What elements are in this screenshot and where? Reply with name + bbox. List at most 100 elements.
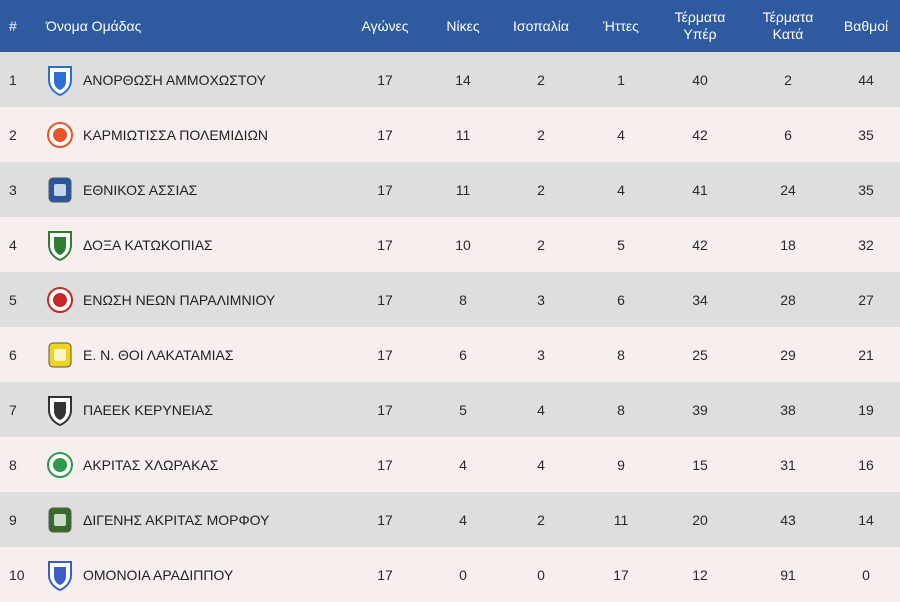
table-row: 4 ΔΟΞΑ ΚΑΤΩΚΟΠΙΑΣ 17 10 2 5 42 18 32 [0, 217, 900, 272]
played-cell: 17 [377, 291, 393, 308]
goals-for-cell: 34 [692, 291, 708, 308]
digenis-crest-icon [46, 504, 74, 536]
team-link[interactable]: ΟΜΟΝΟΙΑ ΑΡΑΔΙΠΠΟΥ [46, 559, 340, 591]
goals-for-cell: 41 [692, 181, 708, 198]
team-link[interactable]: ΕΝΩΣΗ ΝΕΩΝ ΠΑΡΑΛΙΜΝΙΟΥ [46, 284, 340, 316]
thoi-crest-icon [46, 339, 74, 371]
played-cell: 17 [377, 346, 393, 363]
goals-against-cell: 6 [784, 126, 792, 143]
header-goals-against-line2: Κατά [772, 26, 804, 42]
goals-against-cell: 28 [780, 291, 796, 308]
goals-against-cell: 24 [780, 181, 796, 198]
table-row: 2 ΚΑΡΜΙΩΤΙΣΣΑ ΠΟΛΕΜΙΔΙΩΝ 17 11 2 4 42 6 35 [0, 107, 900, 162]
omonia-aradippou-crest-icon [46, 559, 74, 591]
rank-cell: 8 [9, 456, 17, 473]
team-cell: ΠΑΕΕΚ ΚΕΡΥΝΕΙΑΣ [40, 382, 340, 437]
wins-cell: 4 [459, 456, 467, 473]
draws-cell: 3 [537, 291, 545, 308]
draws-cell: 4 [537, 456, 545, 473]
draws-cell: 2 [537, 126, 545, 143]
wins-cell: 5 [459, 401, 467, 418]
goals-against-cell: 43 [780, 511, 796, 528]
losses-cell: 4 [617, 181, 625, 198]
played-cell: 17 [377, 456, 393, 473]
points-cell: 44 [858, 71, 874, 88]
team-link[interactable]: ΔΙΓΕΝΗΣ ΑΚΡΙΤΑΣ ΜΟΡΦΟΥ [46, 504, 340, 536]
rank-cell: 7 [9, 401, 17, 418]
points-cell: 0 [862, 566, 870, 583]
wins-cell: 4 [459, 511, 467, 528]
team-cell: ΑΚΡΙΤΑΣ ΧΛΩΡΑΚΑΣ [40, 437, 340, 492]
rank-cell: 10 [9, 566, 25, 583]
losses-cell: 8 [617, 401, 625, 418]
enp-crest-icon [46, 284, 74, 316]
standings-body: 1 ΑΝΟΡΘΩΣΗ ΑΜΜΟΧΩΣΤΟΥ 17 14 2 1 40 2 44 2 ΚΑΡΜΙΩΤΙ… [0, 52, 900, 602]
team-link[interactable]: ΑΚΡΙΤΑΣ ΧΛΩΡΑΚΑΣ [46, 449, 340, 481]
team-cell: ΕΝΩΣΗ ΝΕΩΝ ΠΑΡΑΛΙΜΝΙΟΥ [40, 272, 340, 327]
team-name: ΔΟΞΑ ΚΑΤΩΚΟΠΙΑΣ [83, 236, 213, 253]
draws-cell: 2 [537, 511, 545, 528]
losses-cell: 5 [617, 236, 625, 253]
team-link[interactable]: ΔΟΞΑ ΚΑΤΩΚΟΠΙΑΣ [46, 229, 340, 261]
losses-cell: 17 [613, 566, 629, 583]
table-row: 8 ΑΚΡΙΤΑΣ ΧΛΩΡΑΚΑΣ 17 4 4 9 15 31 16 [0, 437, 900, 492]
wins-cell: 11 [455, 181, 471, 198]
doxa-crest-icon [46, 229, 74, 261]
goals-against-cell: 29 [780, 346, 796, 363]
team-name: ΔΙΓΕΝΗΣ ΑΚΡΙΤΑΣ ΜΟΡΦΟΥ [83, 511, 270, 528]
table-row: 10 ΟΜΟΝΟΙΑ ΑΡΑΔΙΠΠΟΥ 17 0 0 17 12 91 0 [0, 547, 900, 602]
paeek-crest-icon [46, 394, 74, 426]
team-link[interactable]: ΑΝΟΡΘΩΣΗ ΑΜΜΟΧΩΣΤΟΥ [46, 64, 340, 96]
wins-cell: 8 [459, 291, 467, 308]
anorthosis-crest-icon [46, 64, 74, 96]
points-cell: 14 [858, 511, 874, 528]
played-cell: 17 [377, 236, 393, 253]
played-cell: 17 [377, 181, 393, 198]
goals-for-cell: 25 [692, 346, 708, 363]
points-cell: 19 [858, 401, 874, 418]
header-goals-against: Τέρματα Κατά [744, 0, 832, 52]
wins-cell: 0 [459, 566, 467, 583]
played-cell: 17 [377, 401, 393, 418]
points-cell: 27 [858, 291, 874, 308]
wins-cell: 10 [455, 236, 471, 253]
team-link[interactable]: ΕΘΝΙΚΟΣ ΑΣΣΙΑΣ [46, 174, 340, 206]
header-goals-against-line1: Τέρματα [762, 9, 814, 25]
header-goals-for: Τέρματα Υπέρ [656, 0, 744, 52]
team-link[interactable]: Ε. Ν. ΘΟΙ ΛΑΚΑΤΑΜΙΑΣ [46, 339, 340, 371]
played-cell: 17 [377, 71, 393, 88]
draws-cell: 3 [537, 346, 545, 363]
team-name: ΑΚΡΙΤΑΣ ΧΛΩΡΑΚΑΣ [83, 456, 219, 473]
team-name: ΚΑΡΜΙΩΤΙΣΣΑ ΠΟΛΕΜΙΔΙΩΝ [83, 126, 269, 143]
header-draws: Ισοπαλία [513, 17, 569, 34]
goals-against-cell: 18 [780, 236, 796, 253]
team-name: ΟΜΟΝΟΙΑ ΑΡΑΔΙΠΠΟΥ [83, 566, 234, 583]
played-cell: 17 [377, 126, 393, 143]
rank-cell: 2 [9, 126, 17, 143]
draws-cell: 2 [537, 236, 545, 253]
karmiotissa-crest-icon [46, 119, 74, 151]
rank-cell: 1 [9, 71, 17, 88]
team-cell: ΔΙΓΕΝΗΣ ΑΚΡΙΤΑΣ ΜΟΡΦΟΥ [40, 492, 340, 547]
draws-cell: 2 [537, 181, 545, 198]
rank-cell: 4 [9, 236, 17, 253]
wins-cell: 14 [455, 71, 471, 88]
header-losses: Ήττες [603, 17, 639, 34]
draws-cell: 0 [537, 566, 545, 583]
points-cell: 35 [858, 181, 874, 198]
draws-cell: 2 [537, 71, 545, 88]
table-header-row: # Όνομα Ομάδας Αγώνες Νίκες Ισοπαλία Ήττ… [0, 0, 900, 52]
team-name: Ε. Ν. ΘΟΙ ΛΑΚΑΤΑΜΙΑΣ [83, 346, 234, 363]
team-link[interactable]: ΚΑΡΜΙΩΤΙΣΣΑ ΠΟΛΕΜΙΔΙΩΝ [46, 119, 340, 151]
points-cell: 35 [858, 126, 874, 143]
points-cell: 32 [858, 236, 874, 253]
header-played: Αγώνες [361, 17, 409, 34]
played-cell: 17 [377, 566, 393, 583]
header-points: Βαθμοί [843, 17, 889, 34]
goals-against-cell: 91 [780, 566, 796, 583]
rank-cell: 9 [9, 511, 17, 528]
wins-cell: 11 [455, 126, 471, 143]
team-link[interactable]: ΠΑΕΕΚ ΚΕΡΥΝΕΙΑΣ [46, 394, 340, 426]
team-cell: ΕΘΝΙΚΟΣ ΑΣΣΙΑΣ [40, 162, 340, 217]
points-cell: 21 [858, 346, 874, 363]
